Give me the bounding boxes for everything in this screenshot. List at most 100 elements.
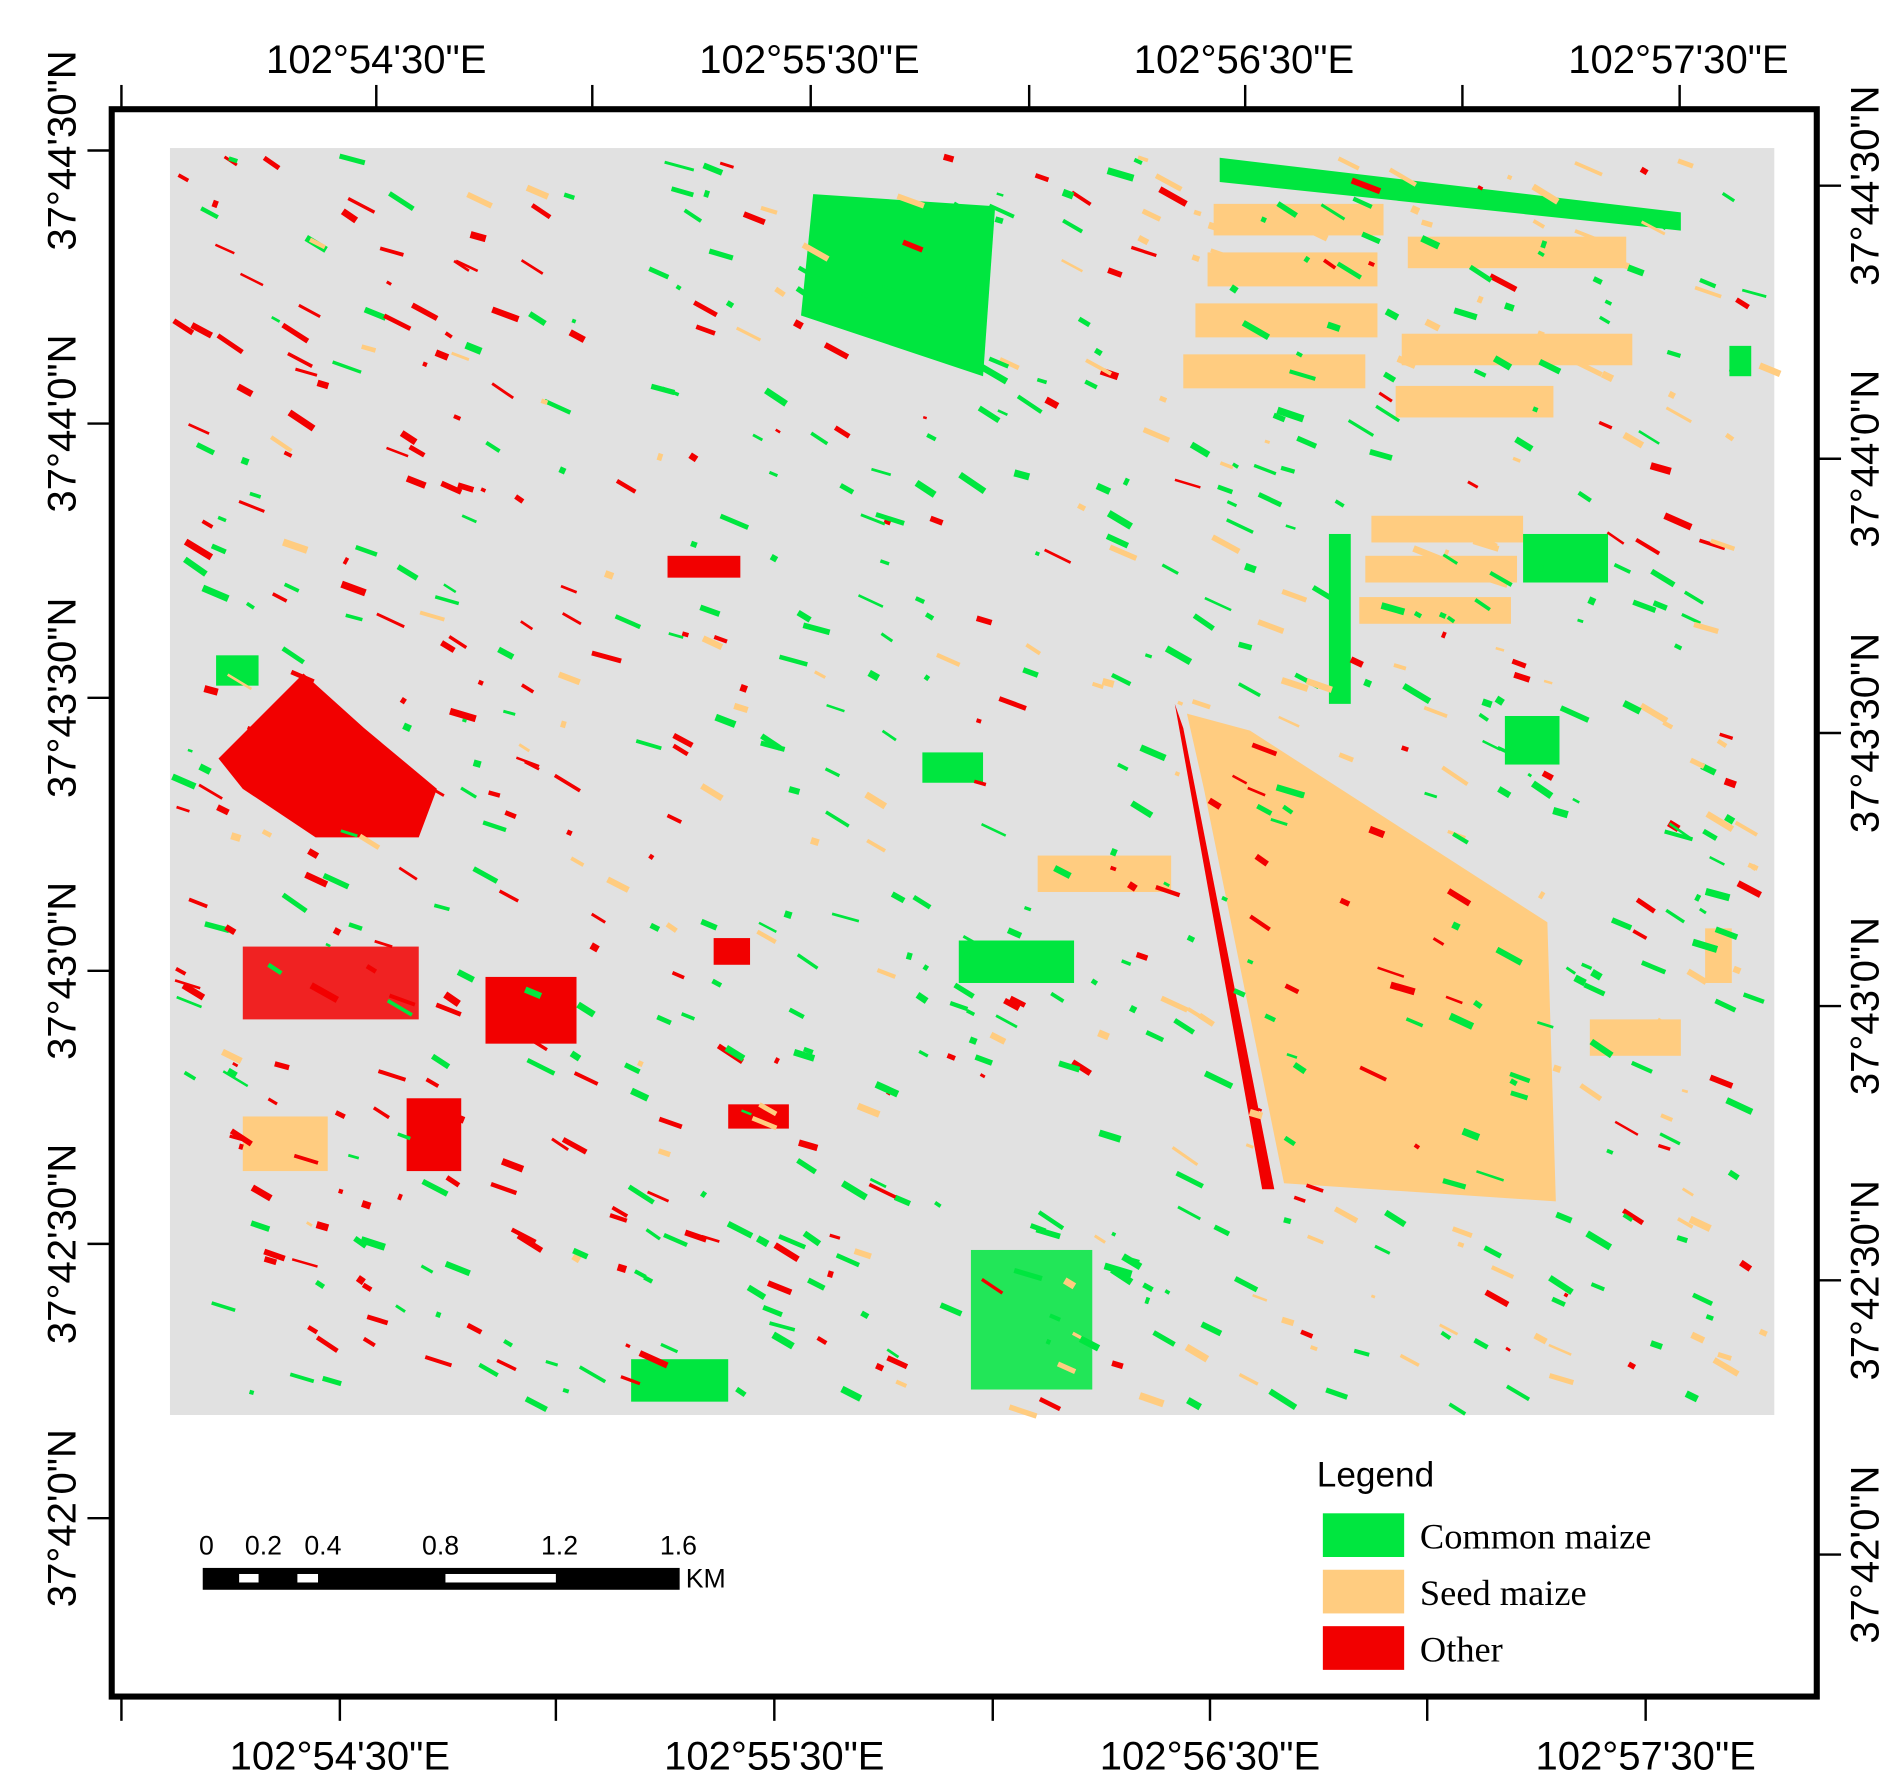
field-patch	[857, 594, 884, 608]
field-patch	[228, 156, 238, 164]
field-patch	[1714, 998, 1737, 1013]
field-patch	[1700, 763, 1717, 776]
field-patch	[733, 702, 749, 714]
field-patch	[397, 1193, 403, 1201]
field-patch	[520, 259, 544, 275]
field-patch	[528, 311, 547, 327]
field-patch	[1494, 695, 1505, 706]
common-field	[1219, 157, 1681, 231]
field-patch	[361, 344, 377, 353]
field-patch	[1461, 1127, 1481, 1141]
field-patch	[434, 349, 450, 361]
scale-label: 1.2	[541, 1531, 578, 1561]
field-patch	[1448, 1402, 1467, 1416]
field-patch	[768, 470, 779, 478]
seed-field	[1705, 928, 1732, 983]
field-patch	[177, 173, 190, 183]
field-patch	[1484, 576, 1508, 588]
field-patch	[1413, 1143, 1421, 1150]
field-patch	[1681, 612, 1702, 625]
field-patch	[1237, 641, 1253, 651]
field-patch	[1581, 962, 1593, 971]
field-patch	[1684, 1390, 1699, 1403]
field-patch	[1192, 613, 1215, 631]
field-patch	[385, 280, 392, 286]
field-patch	[1305, 1183, 1324, 1193]
field-patch	[1655, 219, 1668, 231]
field-patch	[1098, 1129, 1122, 1143]
field-patch	[1038, 1397, 1062, 1412]
field-patch	[860, 513, 886, 526]
other-field	[728, 1104, 789, 1129]
field-patch	[1036, 377, 1048, 385]
field-patch	[1396, 355, 1417, 369]
field-patch	[1445, 995, 1463, 1005]
field-patch	[1121, 959, 1132, 966]
field-patch	[545, 1360, 559, 1367]
field-patch	[1301, 797, 1322, 808]
field-patch	[1600, 370, 1615, 383]
field-patch	[1219, 835, 1241, 851]
field-patch	[1164, 1289, 1171, 1295]
latitude-label: 37°42'0"N	[1844, 1466, 1888, 1644]
field-patch	[1548, 1275, 1574, 1295]
field-patch	[1378, 391, 1393, 403]
field-patch	[810, 431, 829, 446]
field-patch	[880, 632, 894, 643]
field-patch	[1221, 895, 1228, 902]
field-patch	[998, 696, 1027, 711]
field-patch	[1610, 917, 1633, 931]
field-patch	[773, 1057, 780, 1065]
field-patch	[1510, 1090, 1529, 1101]
latitude-label: 37°42'30"N	[1844, 1180, 1888, 1380]
field-patch	[1428, 522, 1444, 533]
field-patch	[1101, 678, 1115, 688]
field-patch	[274, 1061, 290, 1071]
legend-title: Legend	[1317, 1456, 1434, 1495]
field-patch	[879, 559, 890, 566]
field-patch	[826, 703, 845, 713]
field-patch	[1203, 1070, 1234, 1090]
field-patch	[230, 832, 242, 842]
field-patch	[1177, 700, 1184, 706]
field-patch	[464, 341, 483, 355]
legend-label: Seed maize	[1420, 1573, 1587, 1613]
field-patch	[1481, 698, 1493, 709]
field-patch	[309, 982, 339, 1003]
latitude-label: 37°43'30"N	[40, 598, 84, 798]
field-patch	[491, 306, 520, 323]
field-patch	[1085, 358, 1113, 376]
field-patch	[979, 1073, 986, 1079]
field-patch	[1666, 349, 1682, 359]
common-field	[922, 752, 984, 783]
field-patch	[1635, 537, 1661, 556]
field-patch	[1532, 406, 1539, 413]
field-patch	[1095, 482, 1112, 495]
field-patch	[827, 1270, 834, 1279]
other-field	[406, 1098, 462, 1172]
field-patch	[1280, 465, 1296, 474]
field-patch	[1541, 770, 1554, 781]
field-patch	[658, 1116, 683, 1130]
field-patch	[1022, 667, 1039, 678]
field-patch	[190, 322, 214, 339]
field-patch	[250, 1184, 273, 1202]
seed-field	[1213, 203, 1384, 236]
field-patch	[1512, 456, 1521, 463]
field-patch	[245, 601, 255, 610]
field-patch	[518, 743, 531, 753]
field-patch	[702, 162, 724, 176]
field-patch	[1548, 1373, 1575, 1386]
field-patch	[637, 1060, 644, 1068]
field-patch	[1142, 427, 1171, 443]
other-field	[713, 938, 751, 965]
field-patch	[362, 1336, 376, 1348]
field-patch	[724, 1045, 746, 1062]
field-patch	[1535, 1122, 1543, 1131]
field-patch	[1411, 1118, 1436, 1131]
field-patch	[881, 729, 897, 742]
field-patch	[1283, 1135, 1296, 1147]
field-patch	[1128, 1004, 1138, 1014]
field-patch	[1710, 538, 1736, 551]
field-patch	[914, 479, 937, 498]
